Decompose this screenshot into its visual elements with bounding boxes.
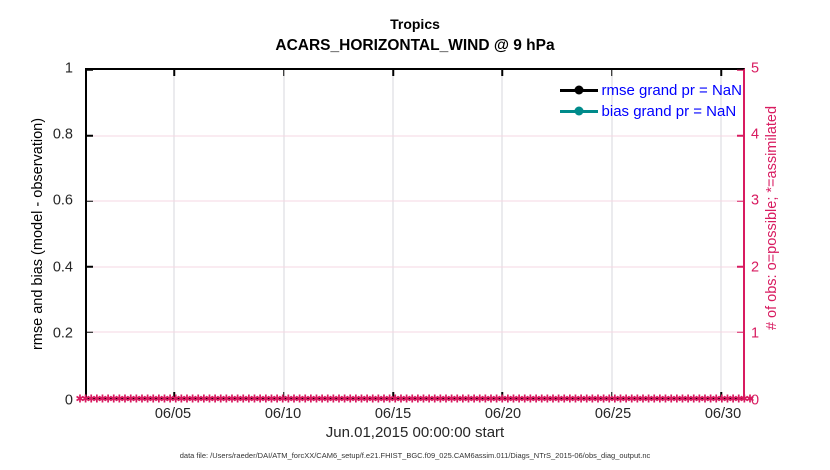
- y-gridline: [87, 331, 743, 333]
- legend-line-swatch: [559, 106, 598, 116]
- x-gridline: [392, 70, 394, 398]
- chart-title-block: Tropics ACARS_HORIZONTAL_WIND @ 9 hPa: [85, 16, 745, 55]
- x-tick-mark-top: [611, 70, 613, 76]
- y-right-tick-mark: [737, 331, 743, 334]
- y-left-tick-mark: [87, 397, 93, 399]
- y-right-tick-mark: [737, 134, 743, 137]
- x-tick-mark-bottom: [720, 392, 722, 398]
- y-right-tick-labels: 0 1 2 3 4 5: [751, 61, 821, 407]
- x-tick-mark-top: [392, 70, 394, 76]
- x-tick-mark-bottom: [392, 392, 394, 398]
- y-left-tick-mark: [87, 331, 93, 334]
- legend-dot-marker: [574, 85, 584, 95]
- y-right-tick-mark: [737, 266, 743, 268]
- x-tick-label: 06/05: [154, 406, 192, 422]
- y-left-tick-mark: [87, 134, 93, 137]
- legend-label: rmse grand pr = NaN: [601, 81, 742, 99]
- x-gridline: [283, 70, 285, 398]
- legend: rmse grand pr = NaN bias grand pr = NaN: [559, 80, 742, 121]
- x-tick-mark-bottom: [283, 392, 285, 398]
- y-left-tick-label: 1: [64, 59, 73, 76]
- x-tick-label: 06/10: [264, 406, 302, 422]
- x-tick-mark-bottom: [173, 392, 176, 398]
- y-gridline: [87, 200, 743, 202]
- y-left-tick-mark: [87, 69, 93, 71]
- legend-label: bias grand pr = NaN: [601, 102, 737, 120]
- y-left-tick-label: 0: [64, 391, 73, 408]
- y-right-tick-label: 0: [751, 391, 760, 408]
- y-right-tick-mark: [737, 69, 743, 71]
- y-left-tick-labels: 0 0.2 0.4 0.6 0.8 1: [0, 61, 79, 407]
- x-tick-label: 06/25: [594, 406, 632, 422]
- x-tick-label: 06/15: [374, 406, 412, 422]
- x-tick-label: 06/30: [704, 406, 742, 422]
- y-right-tick-mark: [737, 397, 743, 399]
- x-gridline: [173, 70, 175, 398]
- plot-area: [85, 68, 745, 400]
- y-right-tick-label: 2: [751, 258, 760, 275]
- chart-region-title: Tropics: [390, 16, 440, 32]
- y-right-tick-label: 4: [751, 126, 760, 143]
- chart-variable-title: ACARS_HORIZONTAL_WIND @ 9 hPa: [275, 36, 555, 54]
- x-gridline: [611, 70, 613, 398]
- x-tick-mark-top: [283, 70, 285, 76]
- x-axis-title: Jun.01,2015 00:00:00 start: [325, 424, 505, 441]
- legend-dot-marker: [574, 106, 584, 116]
- x-tick-mark-bottom: [501, 392, 504, 398]
- y-right-tick-label: 1: [751, 325, 760, 342]
- x-tick-mark-top: [173, 70, 176, 76]
- x-gridline: [501, 70, 503, 398]
- data-file-footnote: data file: /Users/raeder/DAI/ATM_forcXX/…: [179, 451, 651, 460]
- y-left-tick-label: 0.2: [52, 325, 73, 342]
- legend-entry: bias grand pr = NaN: [559, 101, 737, 121]
- legend-entry: rmse grand pr = NaN: [559, 80, 742, 100]
- x-tick-mark-top: [720, 70, 722, 76]
- legend-line-swatch: [559, 85, 598, 95]
- y-left-tick-mark: [87, 200, 93, 202]
- y-left-tick-label: 0.8: [52, 126, 73, 143]
- y-left-tick-label: 0.4: [52, 258, 73, 275]
- x-tick-mark-bottom: [611, 392, 613, 398]
- x-tick-labels: 06/05 06/10 06/15 06/20 06/25 06/30: [85, 406, 745, 424]
- y-gridline: [87, 135, 743, 137]
- y-left-tick-mark: [87, 266, 93, 268]
- y-right-tick-label: 3: [751, 192, 760, 209]
- y-right-tick-label: 5: [751, 59, 760, 76]
- x-tick-mark-top: [501, 70, 504, 76]
- y-gridline: [87, 266, 743, 268]
- x-gridline: [720, 70, 722, 398]
- y-right-tick-mark: [737, 200, 743, 202]
- y-left-tick-label: 0.6: [52, 192, 73, 209]
- x-tick-label: 06/20: [484, 406, 522, 422]
